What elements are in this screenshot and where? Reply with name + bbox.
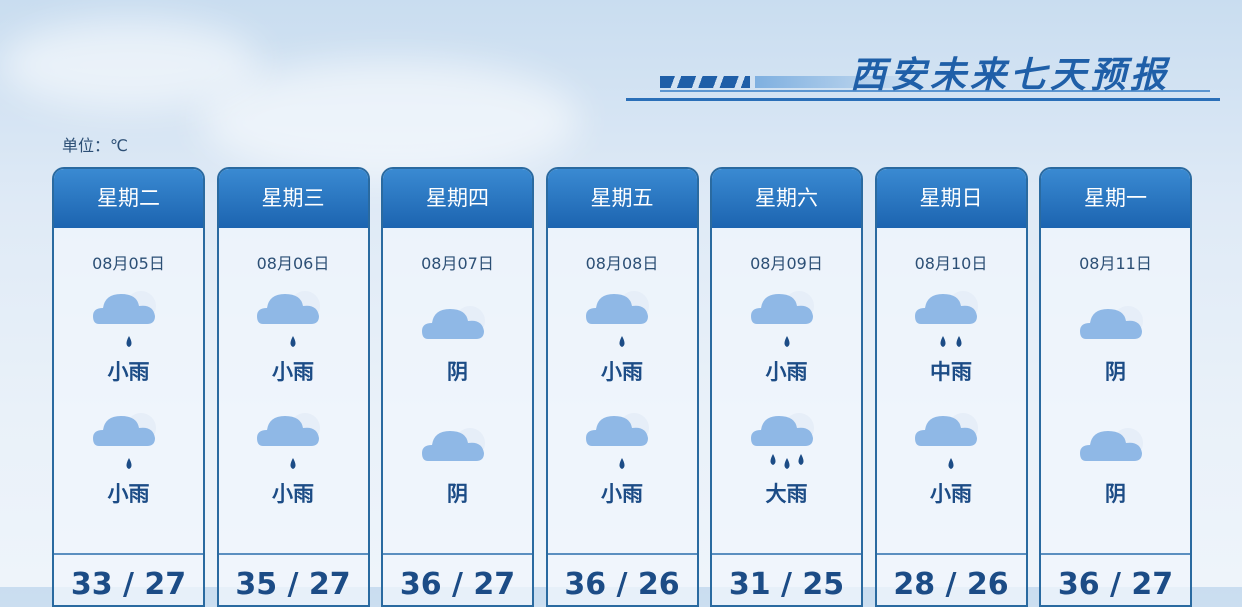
weekday-header: 星期四	[383, 169, 532, 228]
raindrop	[290, 336, 296, 347]
day-weather-label: 小雨	[601, 360, 643, 384]
temperature-range: 36 / 27	[399, 567, 516, 602]
date-label: 08月10日	[914, 254, 988, 273]
light-rain-icon	[582, 286, 662, 356]
raindrop	[619, 336, 625, 347]
night-weather-label: 小雨	[601, 482, 643, 506]
raindrop	[940, 336, 946, 347]
date-label: 08月08日	[585, 254, 659, 273]
raindrop	[956, 336, 962, 347]
date-label: 08月07日	[421, 254, 494, 273]
decorative-bar	[755, 76, 925, 88]
divider	[54, 553, 203, 555]
raindrop	[126, 458, 131, 469]
day-forecast-card: 星期二 08月05日 小雨 小雨 33 / 27	[52, 167, 205, 607]
raindrop	[290, 458, 296, 469]
date-label: 08月11日	[1079, 254, 1152, 273]
weekday-header: 星期二	[54, 169, 203, 228]
divider	[660, 90, 1210, 92]
night-weather-label: 小雨	[930, 482, 972, 506]
day-forecast-card: 星期六 08月09日 小雨 大雨 31 / 25	[710, 167, 863, 607]
weekday-header: 星期五	[547, 169, 697, 228]
heavy-rain-icon	[747, 408, 827, 478]
raindrop	[770, 454, 775, 465]
overcast-icon	[1076, 286, 1156, 356]
moderate-rain-icon	[911, 286, 991, 356]
day-forecast-card: 星期四 08月07日 阴 阴 36 / 27	[381, 167, 534, 607]
decorative-stripes	[660, 76, 750, 88]
night-weather-label: 小雨	[107, 482, 150, 506]
light-rain-icon	[253, 408, 333, 478]
date-label: 08月05日	[92, 254, 165, 273]
light-rain-icon	[253, 286, 333, 356]
night-weather-label: 大雨	[765, 482, 808, 506]
raindrop	[948, 458, 954, 469]
date-label: 08月09日	[750, 254, 823, 273]
day-forecast-card: 星期日 08月10日 中雨 小雨 28 / 26	[874, 167, 1028, 607]
temperature-range: 28 / 26	[893, 567, 1009, 602]
raindrop	[126, 336, 131, 347]
day-forecast-card: 星期一 08月11日 阴 阴 36 / 27	[1039, 167, 1192, 607]
background-cloud	[200, 60, 580, 180]
raindrop	[798, 454, 803, 465]
temperature-range: 36 / 27	[1057, 567, 1174, 602]
title-banner: 西安未来七天预报	[620, 40, 1220, 106]
temperature-range: 35 / 27	[235, 567, 351, 602]
night-weather-label: 阴	[1105, 482, 1126, 506]
temperature-range: 31 / 25	[728, 567, 845, 602]
light-rain-icon	[89, 408, 169, 478]
unit-label: 单位：℃	[62, 136, 128, 155]
day-weather-label: 小雨	[107, 360, 150, 384]
divider	[383, 553, 532, 555]
date-label: 08月06日	[256, 254, 330, 273]
divider	[626, 98, 1220, 101]
divider	[712, 553, 861, 555]
temperature-range: 36 / 26	[564, 567, 680, 602]
day-weather-label: 中雨	[930, 360, 972, 384]
overcast-icon	[418, 408, 498, 478]
overcast-icon	[1076, 408, 1156, 478]
day-weather-label: 阴	[447, 360, 468, 384]
light-rain-icon	[911, 408, 991, 478]
background-cloud	[0, 20, 260, 110]
day-weather-label: 小雨	[272, 360, 314, 384]
divider	[547, 553, 697, 555]
day-weather-label: 阴	[1105, 360, 1126, 384]
day-forecast-card: 星期五 08月08日 小雨 小雨 36 / 26	[545, 167, 699, 607]
light-rain-icon	[747, 286, 827, 356]
divider	[218, 553, 368, 555]
light-rain-icon	[582, 408, 662, 478]
night-weather-label: 阴	[447, 482, 468, 506]
page-title: 西安未来七天预报	[849, 55, 1170, 96]
weekday-header: 星期日	[876, 169, 1026, 228]
temperature-range: 33 / 27	[70, 567, 187, 602]
day-forecast-card: 星期三 08月06日 小雨 小雨 35 / 27	[216, 167, 370, 607]
weekday-header: 星期三	[218, 169, 368, 228]
day-weather-label: 小雨	[765, 360, 808, 384]
raindrop	[619, 458, 625, 469]
night-weather-label: 小雨	[272, 482, 314, 506]
raindrop	[784, 458, 789, 469]
divider	[876, 553, 1026, 555]
divider	[1041, 553, 1190, 555]
light-rain-icon	[89, 286, 169, 356]
overcast-icon	[418, 286, 498, 356]
weekday-header: 星期一	[1041, 169, 1190, 228]
raindrop	[784, 336, 789, 347]
weekday-header: 星期六	[712, 169, 861, 228]
